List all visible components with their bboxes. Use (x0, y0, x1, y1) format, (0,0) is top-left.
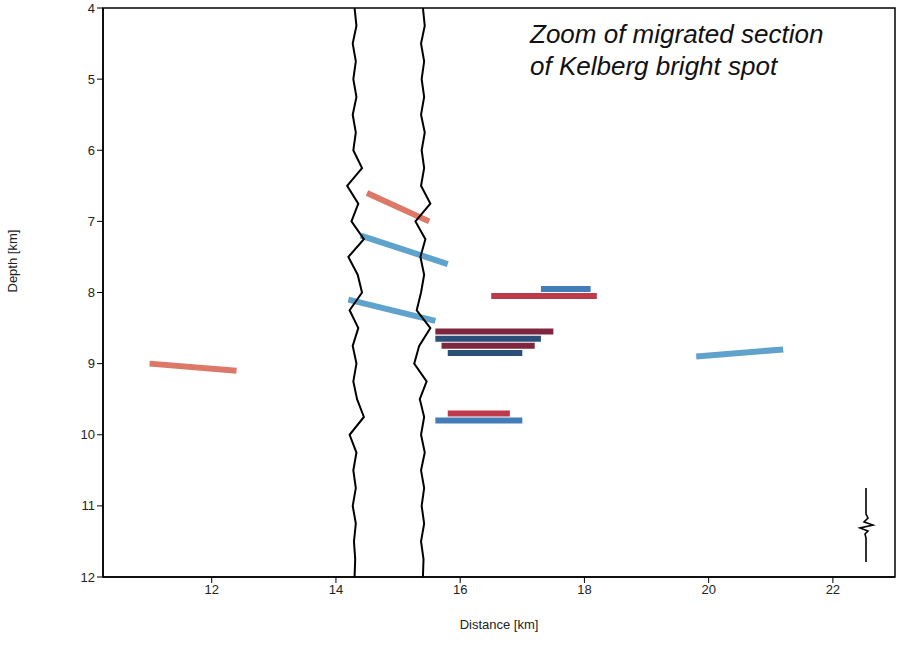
html-text:of Kelberg bright spot: of Kelberg bright spot (530, 51, 778, 81)
svg-text:Depth [km]: Depth [km] (5, 230, 20, 293)
svg-text:4: 4 (88, 1, 95, 16)
svg-text:9: 9 (88, 356, 95, 371)
svg-text:11: 11 (82, 498, 96, 513)
svg-text:7: 7 (88, 214, 95, 229)
svg-text:16: 16 (453, 582, 467, 597)
svg-text:20: 20 (701, 582, 715, 597)
svg-text:12: 12 (204, 582, 218, 597)
svg-text:6: 6 (88, 143, 95, 158)
svg-text:18: 18 (577, 582, 591, 597)
svg-text:22: 22 (826, 582, 840, 597)
svg-text:Distance [km]: Distance [km] (460, 617, 539, 632)
svg-text:12: 12 (81, 570, 95, 585)
svg-text:8: 8 (88, 285, 95, 300)
html-text:Zoom of migrated section: Zoom of migrated section (530, 19, 824, 49)
svg-text:5: 5 (88, 72, 95, 87)
svg-text:14: 14 (329, 582, 343, 597)
svg-text:10: 10 (81, 427, 95, 442)
